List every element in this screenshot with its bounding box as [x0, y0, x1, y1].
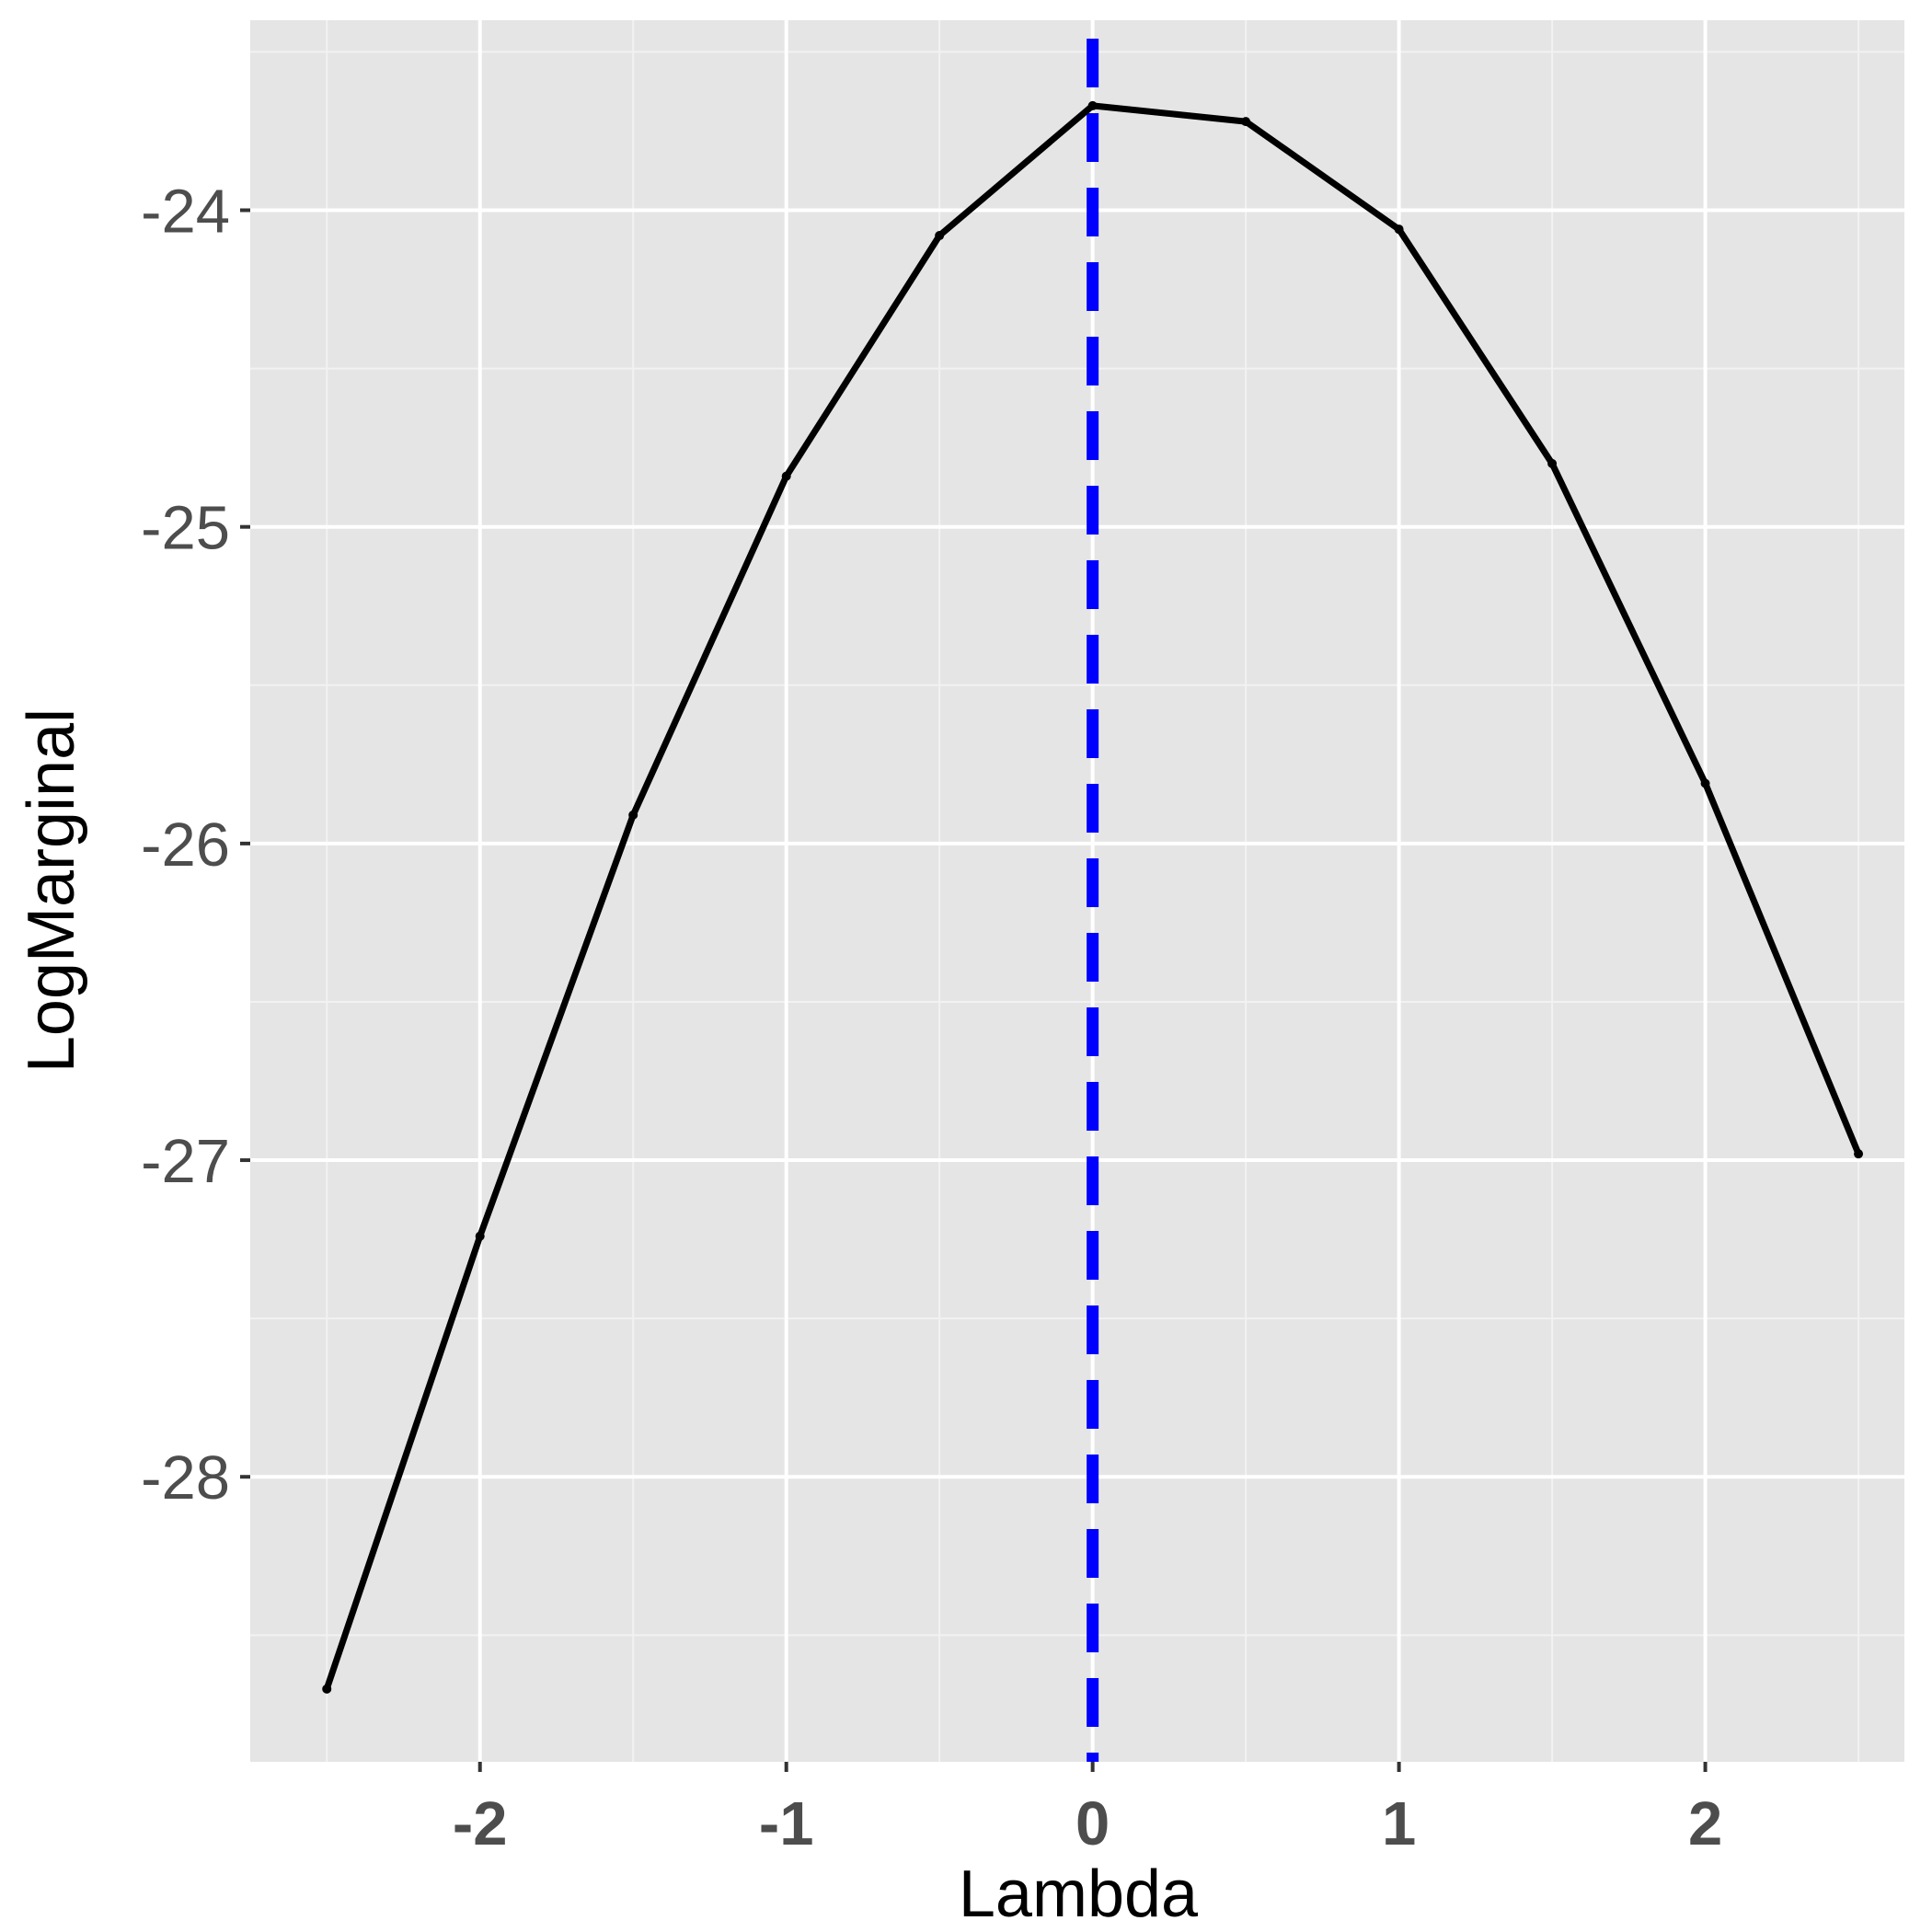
plot-panel	[250, 20, 1904, 1762]
data-point	[1087, 100, 1098, 110]
x-tick-labels: -2 -1 0 1 2	[453, 1789, 1722, 1858]
y-tick-label: -26	[141, 811, 230, 880]
grid-major	[250, 20, 1904, 1762]
x-tick-label: -2	[453, 1789, 508, 1858]
data-point	[1700, 778, 1710, 788]
data-point	[1854, 1149, 1864, 1159]
data-point	[1241, 117, 1251, 127]
axis-ticks	[240, 208, 1708, 1772]
data-point	[1394, 224, 1404, 235]
data-point	[475, 1231, 485, 1241]
y-tick-labels: -24 -25 -26 -27 -28	[141, 178, 230, 1513]
x-tick-label: -1	[759, 1789, 814, 1858]
data-point	[322, 1684, 332, 1694]
y-tick-label: -25	[141, 494, 230, 563]
data-point	[935, 231, 945, 241]
data-point	[781, 471, 791, 481]
y-tick-label: -24	[141, 178, 230, 247]
y-tick-label: -27	[141, 1127, 230, 1196]
series-group	[322, 100, 1864, 1694]
data-point	[628, 810, 638, 820]
grid-minor	[250, 20, 1904, 1762]
data-point	[1547, 458, 1558, 468]
x-axis-title: Lambda	[959, 1857, 1199, 1931]
x-tick-label: 2	[1688, 1789, 1722, 1858]
y-tick-label: -28	[141, 1443, 230, 1512]
y-axis-title: LogMarginal	[15, 708, 88, 1073]
x-tick-label: 0	[1075, 1789, 1110, 1858]
x-tick-label: 1	[1382, 1789, 1416, 1858]
